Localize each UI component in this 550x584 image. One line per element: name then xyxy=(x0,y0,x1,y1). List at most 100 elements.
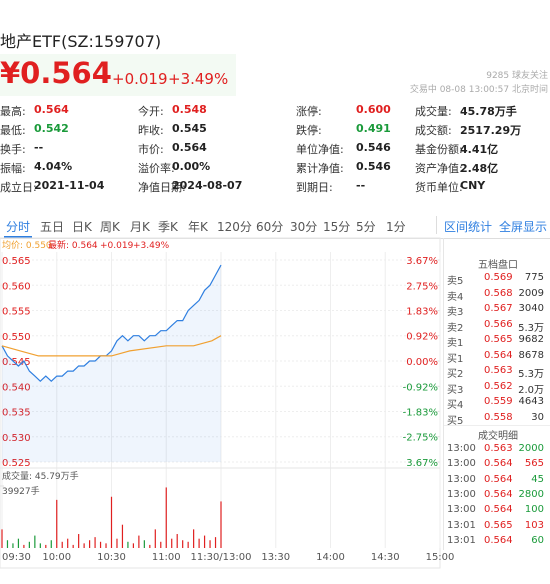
x-tick-label: 13:30 xyxy=(261,552,290,563)
volume-bar xyxy=(78,534,80,548)
book-price: 0.569 xyxy=(484,272,513,283)
volume-bar xyxy=(143,540,145,548)
trade-price: 0.564 xyxy=(484,458,513,470)
book-label: 买2 xyxy=(447,369,464,380)
volume-bar xyxy=(50,540,52,548)
stat-label: 基金份额: xyxy=(415,143,463,156)
book-label: 卖1 xyxy=(447,338,464,349)
y-tick-label: 0.545 xyxy=(2,357,31,368)
stat-value: 0.546 xyxy=(356,160,391,173)
tab[interactable]: 15分 xyxy=(323,220,351,234)
trade-time: 13:01 xyxy=(447,519,476,531)
trade-time: 13:00 xyxy=(447,488,476,500)
stat-value: 0.564 xyxy=(172,141,207,154)
trade-price: 0.564 xyxy=(484,534,513,546)
stat-label: 资产净值: xyxy=(415,162,463,175)
tab[interactable]: 季K xyxy=(158,220,178,234)
x-tick-label: 10:00 xyxy=(42,552,71,563)
stat-label: 到期日: xyxy=(296,181,333,194)
tab[interactable]: 月K xyxy=(130,220,150,234)
y-tick-label: 0.525 xyxy=(2,458,31,469)
trade-time: 13:01 xyxy=(447,534,476,546)
followers: 9285 球友关注 xyxy=(486,71,548,81)
trade-price: 0.563 xyxy=(484,443,513,454)
y-tick-label: 0.540 xyxy=(2,382,31,393)
tab-separator xyxy=(436,216,437,234)
tab[interactable]: 五日 xyxy=(40,220,65,234)
stat-value: 0.545 xyxy=(172,122,207,135)
stat-value: 4.04% xyxy=(34,160,73,173)
stat-label: 市价: xyxy=(138,143,164,156)
stat-value: 4.41亿 xyxy=(460,143,499,156)
book-label: 卖3 xyxy=(447,307,464,318)
y2-tick-label: -2.75% xyxy=(403,433,438,444)
tab[interactable]: 30分 xyxy=(290,220,318,234)
tab[interactable]: 年K xyxy=(188,220,208,234)
y2-tick-label: 1.83% xyxy=(406,307,438,318)
tab[interactable]: 120分 xyxy=(217,220,252,234)
trade-price: 0.564 xyxy=(484,473,513,485)
volume-bar xyxy=(121,524,124,548)
stat-label: 溢价率: xyxy=(138,162,175,175)
volume-bar xyxy=(45,544,47,548)
tab-action[interactable]: 全屏显示 xyxy=(499,220,548,234)
stat-value: 0.548 xyxy=(172,103,207,116)
volume-bar xyxy=(154,529,156,548)
book-volume: 2009 xyxy=(518,287,544,299)
trade-price: 0.565 xyxy=(484,519,513,531)
trade-time: 13:00 xyxy=(447,473,476,485)
x-tick-label: 10:30 xyxy=(97,552,126,563)
tab-action[interactable]: 区间统计 xyxy=(444,220,493,234)
volume-bar xyxy=(39,543,41,548)
volume-bar xyxy=(165,487,167,548)
y2-tick-label: -1.83% xyxy=(403,407,438,418)
book-label: 卖4 xyxy=(447,291,464,303)
stat-label: 成交额: xyxy=(415,124,452,137)
volume-bar xyxy=(149,544,151,548)
tab[interactable]: 5分 xyxy=(356,220,376,234)
stat-label: 成交量: xyxy=(415,105,452,118)
volume-bar xyxy=(132,543,134,548)
section-title: 五档盘口 xyxy=(478,260,518,271)
volume-bar xyxy=(138,535,140,548)
stat-value: 2.48亿 xyxy=(460,162,499,175)
tab[interactable]: 周K xyxy=(100,220,120,234)
tab[interactable]: 1分 xyxy=(386,220,406,234)
trade-time: 13:00 xyxy=(447,458,476,470)
stat-value: 0.542 xyxy=(34,122,69,135)
volume-bar xyxy=(17,538,20,548)
trade-volume: 103 xyxy=(524,519,544,531)
tab[interactable]: 60分 xyxy=(256,220,284,234)
section-title: 成交明细 xyxy=(478,431,518,442)
book-price: 0.563 xyxy=(484,365,513,376)
trade-price: 0.564 xyxy=(484,488,513,500)
volume-bar xyxy=(193,529,195,548)
volume-bar xyxy=(182,540,184,548)
y2-tick-label: 2.75% xyxy=(406,281,438,292)
volume-bar xyxy=(94,537,96,548)
y-tick-label: 0.535 xyxy=(2,408,31,419)
book-volume: 775 xyxy=(524,272,544,283)
book-volume: 9682 xyxy=(518,334,544,345)
status: 交易中 08-08 13:00:57 北京时间 xyxy=(409,85,548,95)
book-price: 0.565 xyxy=(484,334,513,345)
stat-value: 0.546 xyxy=(356,141,391,154)
tab[interactable]: 分时 xyxy=(6,220,31,234)
volume-bar xyxy=(110,496,113,548)
stat-label: 今开: xyxy=(138,105,164,118)
stat-label: 振幅: xyxy=(0,162,26,175)
book-price: 0.559 xyxy=(484,396,513,407)
trade-volume: 45 xyxy=(531,473,544,485)
volume-bar xyxy=(83,543,85,548)
legend-avg: 均价: 0.550 xyxy=(2,239,52,251)
volume-tick-label: 39927手 xyxy=(2,485,40,497)
book-label: 卖2 xyxy=(447,322,464,334)
book-label: 买3 xyxy=(447,384,464,396)
trade-volume: 60 xyxy=(531,534,544,546)
stat-label: 换手: xyxy=(0,143,26,156)
y2-tick-label: 0.00% xyxy=(406,357,438,368)
y-tick-label: 0.530 xyxy=(2,433,31,444)
series-line xyxy=(1,335,222,357)
tab[interactable]: 日K xyxy=(72,220,92,234)
volume-bar xyxy=(12,543,14,548)
